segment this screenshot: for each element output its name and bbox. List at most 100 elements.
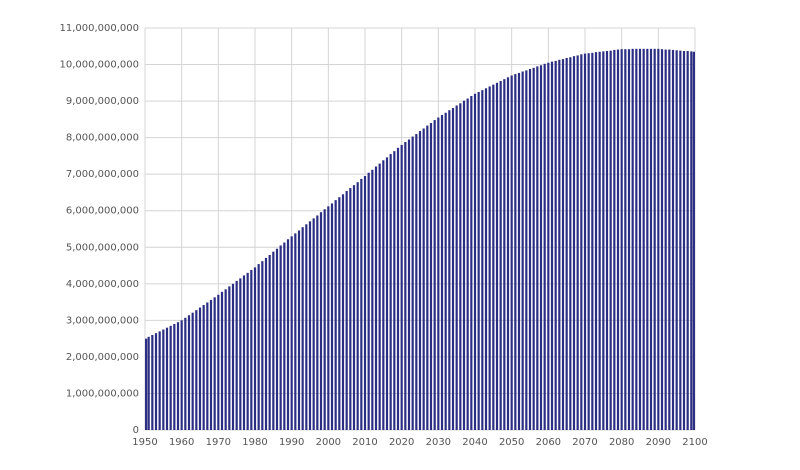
bar <box>521 71 524 431</box>
bar <box>547 62 550 431</box>
bar <box>411 136 414 431</box>
bar <box>422 128 425 430</box>
bar <box>264 257 268 430</box>
bar <box>323 209 326 430</box>
bar <box>187 315 191 430</box>
bar <box>572 56 576 430</box>
bar <box>517 72 521 430</box>
bar <box>525 70 528 430</box>
bar <box>690 51 693 430</box>
y-tick-label: 0 <box>133 425 139 436</box>
bar <box>594 52 598 431</box>
x-tick-label: 1980 <box>242 437 267 448</box>
x-tick-label: 2010 <box>352 437 377 448</box>
bar <box>246 272 249 430</box>
bar <box>404 142 407 430</box>
y-tick-label: 1,000,000,000 <box>66 388 139 399</box>
bar <box>154 333 158 430</box>
x-tick-label: 1990 <box>279 437 304 448</box>
bar <box>609 50 612 431</box>
bar <box>462 100 466 430</box>
bar <box>631 48 634 431</box>
bar <box>283 242 286 430</box>
bar <box>385 157 389 430</box>
bar <box>305 224 308 430</box>
bar <box>312 218 315 430</box>
y-tick-label: 6,000,000,000 <box>66 206 139 217</box>
bar <box>686 51 689 431</box>
bar <box>396 147 400 431</box>
bar <box>543 63 546 430</box>
bar <box>250 269 253 430</box>
bar <box>484 88 488 431</box>
bar <box>169 325 172 430</box>
bar <box>565 57 568 430</box>
bar <box>692 51 695 430</box>
x-tick-label: 2000 <box>316 437 341 448</box>
bar <box>664 49 667 430</box>
bar <box>616 49 620 430</box>
bar <box>653 48 656 431</box>
bar <box>213 297 216 430</box>
y-tick-label: 8,000,000,000 <box>66 133 139 144</box>
bar <box>429 123 433 430</box>
bar <box>477 91 480 431</box>
bar <box>371 169 374 430</box>
bar <box>191 312 194 430</box>
bar <box>506 77 510 430</box>
bar <box>532 67 535 431</box>
bar <box>327 206 330 430</box>
x-tick-label: 2040 <box>462 437 487 448</box>
bar <box>158 331 161 430</box>
bar <box>481 90 484 431</box>
y-tick-label: 11,000,000,000 <box>59 23 139 34</box>
bar <box>598 51 601 430</box>
bar <box>352 185 356 430</box>
bar <box>363 176 367 430</box>
bar <box>319 212 323 430</box>
bar <box>569 57 572 431</box>
bar <box>657 48 660 431</box>
bar <box>242 275 246 430</box>
bar <box>378 163 381 431</box>
bar <box>466 98 469 431</box>
bar <box>503 79 506 430</box>
x-tick-label: 2030 <box>426 437 451 448</box>
bar <box>440 114 444 430</box>
bar <box>437 117 440 430</box>
bar <box>627 49 631 431</box>
bar <box>147 336 150 430</box>
y-tick-label: 3,000,000,000 <box>66 315 139 326</box>
bar <box>356 182 359 430</box>
bar <box>279 245 282 430</box>
y-tick-label: 10,000,000,000 <box>59 60 139 71</box>
bar <box>613 49 616 430</box>
bar <box>587 53 590 430</box>
x-tick-label: 2090 <box>646 437 671 448</box>
bar <box>679 50 682 431</box>
bar <box>334 200 337 430</box>
bar <box>638 48 642 431</box>
x-tick-label: 2050 <box>499 437 524 448</box>
bar <box>418 131 422 431</box>
bar <box>671 49 675 430</box>
bar <box>360 178 363 430</box>
bar <box>195 310 198 430</box>
bar <box>514 74 517 430</box>
y-tick-label: 7,000,000,000 <box>66 169 139 180</box>
bar <box>473 93 477 431</box>
bar <box>407 139 411 431</box>
bar <box>202 305 205 430</box>
bar <box>558 59 561 430</box>
bar <box>338 197 341 430</box>
bar <box>206 302 209 430</box>
bar <box>224 289 227 430</box>
bar <box>184 317 187 430</box>
bar <box>301 227 304 430</box>
bar <box>488 86 491 431</box>
bar <box>145 338 148 430</box>
bar <box>268 254 271 430</box>
bar <box>635 48 638 431</box>
bar <box>345 190 348 430</box>
bar <box>510 75 513 430</box>
